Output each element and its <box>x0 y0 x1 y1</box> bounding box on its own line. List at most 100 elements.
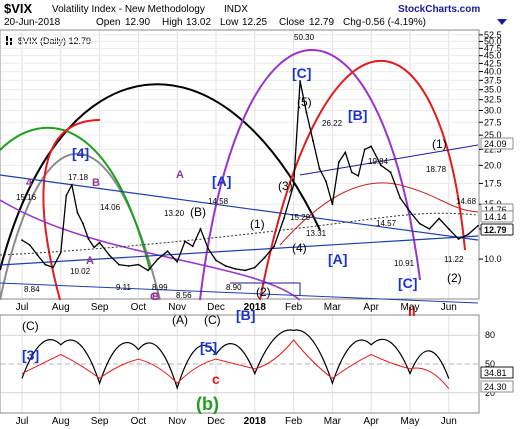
black-arc-1 <box>0 83 321 271</box>
price-point <box>108 254 111 256</box>
y-tick-label: 27.5 <box>484 117 502 127</box>
trend-line-upper <box>0 174 479 241</box>
osc-label: c <box>212 371 220 387</box>
price-badge-text: 14.76 <box>484 205 507 215</box>
osc-label: [5] <box>200 339 217 355</box>
price-point <box>59 251 62 254</box>
price-value-label: 10.91 <box>394 259 415 268</box>
dropdown-arrow-icon[interactable] <box>497 19 507 25</box>
ohlc-chg: -0.56 (-4.19%) <box>362 17 426 28</box>
price-point <box>380 164 382 167</box>
y-tick-label: 30.0 <box>484 105 502 115</box>
y-tick-label: 45.0 <box>484 51 502 61</box>
wave-label: (1) <box>432 137 447 151</box>
price-point <box>305 111 308 114</box>
red-arc-small <box>42 119 101 301</box>
ohlc-close: 12.79 <box>309 17 334 28</box>
ohlc-high-label: High <box>162 17 183 28</box>
y-tick-label: 32.5 <box>484 95 502 105</box>
price-point <box>253 266 256 269</box>
price-point <box>176 260 179 263</box>
wave-label: (C) <box>204 313 221 327</box>
ohlc-open: 12.90 <box>125 17 150 28</box>
x-tick-label-aug: Aug <box>52 302 70 313</box>
osc-x-tick-label-may: May <box>401 416 420 427</box>
price-point <box>118 263 120 266</box>
x-tick-label-dec: Dec <box>207 302 225 313</box>
y-tick-label: 47.5 <box>484 43 502 53</box>
price-point <box>65 194 68 197</box>
x-tick-label-jun: Jun <box>441 302 457 313</box>
price-badge: 12.79 <box>480 223 514 236</box>
price-point <box>199 228 202 230</box>
osc-x-tick-label-2018: 2018 <box>244 416 267 427</box>
price-value-label: 8.90 <box>226 283 242 292</box>
wave-label: A <box>86 255 94 267</box>
price-value-label: 11.22 <box>444 255 464 264</box>
price-value-label: 10.02 <box>70 267 91 276</box>
oscillator-panel-frame <box>0 314 480 414</box>
price-value-label: 19.84 <box>368 157 389 166</box>
osc-x-tick-label-nov: Nov <box>168 416 186 427</box>
y-tick-label: 10.0 <box>484 254 502 264</box>
price-value-label: 14.68 <box>456 197 477 206</box>
wave-overlays <box>0 49 479 304</box>
osc-x-tick-label-jul: Jul <box>16 416 29 427</box>
osc-x-tick-label-apr: Apr <box>363 416 379 427</box>
osc-badge-box <box>480 380 514 393</box>
osc-x-tick-label-sep: Sep <box>91 416 109 427</box>
price-point <box>191 245 194 248</box>
ohlc-low: 12.25 <box>242 17 267 28</box>
price-value-label: 13.31 <box>306 229 327 238</box>
price-point <box>166 250 169 253</box>
osc-y-tick-label: 50 <box>485 359 495 369</box>
price-point <box>283 217 285 220</box>
ohlc-low-label: Low <box>220 17 239 28</box>
wave-label: (4) <box>292 241 307 255</box>
wave-label: [A] <box>212 173 231 189</box>
price-point <box>370 145 373 148</box>
y-tick-label: 17.5 <box>484 178 502 188</box>
wave-label: 4 <box>26 177 33 189</box>
price-badge-box <box>480 137 514 150</box>
wave-label: (2) <box>447 271 462 285</box>
price-point <box>292 184 295 186</box>
wave-label: (1) <box>250 217 265 231</box>
price-value-label: 14.06 <box>100 203 121 212</box>
price-point <box>207 247 210 250</box>
price-point <box>457 238 460 240</box>
y-tick-label: 20.0 <box>484 160 502 170</box>
wave-label: [B] <box>236 307 255 323</box>
price-point <box>21 239 23 242</box>
wave-label: (5) <box>297 95 312 109</box>
green-arc <box>0 126 151 271</box>
price-point <box>52 266 54 269</box>
osc-series-slow <box>21 339 450 390</box>
chart-symbol: $VIX <box>4 1 33 16</box>
price-point <box>76 211 79 214</box>
osc-badge-text: 24.30 <box>484 382 507 392</box>
x-tick-label-sep: Sep <box>91 302 109 313</box>
price-point <box>93 246 95 249</box>
osc-badge-text: 34.81 <box>484 368 507 378</box>
price-point <box>36 254 39 256</box>
price-value-label: 15.16 <box>16 193 37 202</box>
logo-stockcharts: StockCharts.com <box>398 4 480 15</box>
price-badge: 24.09 <box>480 137 514 150</box>
ohlc-close-label: Close <box>279 17 305 28</box>
price-value-label: 8.99 <box>152 283 168 292</box>
wave-label: (B) <box>190 205 206 219</box>
price-point <box>184 240 186 243</box>
price-point <box>147 269 150 272</box>
y-tick-label: 40.0 <box>484 67 502 77</box>
osc-label: (b) <box>196 394 219 414</box>
ohlc-high: 13.02 <box>186 17 211 28</box>
price-point <box>338 161 340 163</box>
y-tick-label: 42.5 <box>484 58 502 68</box>
osc-x-tick-label-aug: Aug <box>52 416 70 427</box>
trend-line-top <box>299 144 479 176</box>
price-badge-text: 12.79 <box>484 225 507 235</box>
osc-series-fast <box>21 329 450 391</box>
price-point <box>331 203 334 206</box>
